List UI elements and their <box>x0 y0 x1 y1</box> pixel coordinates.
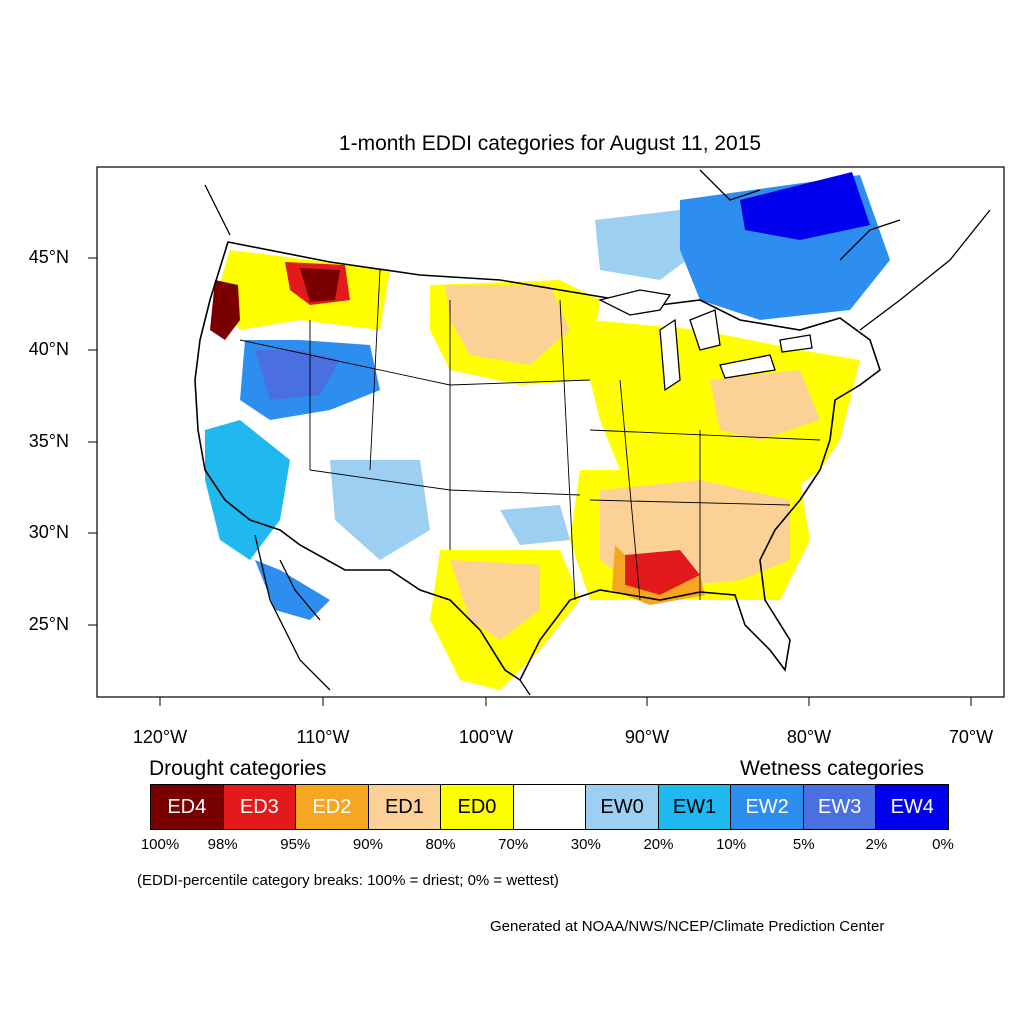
region-ed2-gulf <box>612 545 705 605</box>
legend-box-ed2: ED2 <box>296 785 369 829</box>
category-note: (EDDI-percentile category breaks: 100% =… <box>137 872 559 889</box>
state-borders <box>239 269 821 601</box>
percentile-label: 100% <box>140 836 180 853</box>
percentile-label: 0% <box>932 836 954 853</box>
lon-label-90w: 90°W <box>624 727 670 747</box>
region-ed1-northern-plains <box>445 285 570 365</box>
lon-label-110w: 110°W <box>296 727 350 747</box>
category-legend: ED4 ED3 ED2 ED1 ED0 EW0 EW1 EW2 EW3 EW4 <box>150 784 949 830</box>
percentile-label: 5% <box>792 836 815 853</box>
lat-label-25: 25°N <box>28 614 69 634</box>
map-frame <box>96 166 1005 698</box>
lon-label-120w: 120°W <box>132 727 188 747</box>
drought-heading: Drought categories <box>149 757 327 780</box>
region-ew0-ontario <box>595 210 700 280</box>
axis-ticks <box>88 257 972 706</box>
wetness-heading: Wetness categories <box>740 757 925 780</box>
lat-label-40: 40°N <box>28 339 69 359</box>
mexico-coast <box>254 534 531 696</box>
region-ew-baja <box>255 560 330 620</box>
percentile-label: 90% <box>352 836 383 853</box>
lat-label-35: 35°N <box>28 431 69 451</box>
percentile-label: 98% <box>207 836 238 853</box>
percentile-label: 30% <box>570 836 601 853</box>
lon-label-80w: 80°W <box>786 727 832 747</box>
percentile-label: 2% <box>865 836 888 853</box>
legend-box-ed4: ED4 <box>151 785 224 829</box>
map-title: 1-month EDDI categories for August 11, 2… <box>338 132 762 155</box>
percentile-label: 80% <box>425 836 456 853</box>
lat-label-45: 45°N <box>28 247 69 267</box>
lat-label-30: 30°N <box>28 522 69 542</box>
region-ew3-nevada <box>255 350 340 400</box>
canada-coast <box>204 169 991 331</box>
legend-box-ew3: EW3 <box>803 785 877 829</box>
percentile-label: 10% <box>716 836 747 853</box>
region-ew-california <box>205 420 290 560</box>
legend-box-ed0: ED0 <box>441 785 514 829</box>
region-ed1-texas <box>450 560 540 640</box>
region-ew0-southwest <box>330 460 430 560</box>
percentile-label: 20% <box>643 836 674 853</box>
region-ed4-idaho <box>300 268 340 302</box>
great-lakes <box>598 289 813 392</box>
legend-box-ew2: EW2 <box>731 785 804 829</box>
legend-box-ed3: ED3 <box>223 785 297 829</box>
region-ed1-ohio <box>710 370 820 440</box>
credit-line: Generated at NOAA/NWS/NCEP/Climate Predi… <box>490 918 885 935</box>
category-regions <box>205 172 890 690</box>
legend-box-ew1: EW1 <box>658 785 732 829</box>
lon-label-70w: 70°W <box>948 727 994 747</box>
legend-box-ew0: EW0 <box>586 785 659 829</box>
percentile-label: 95% <box>280 836 311 853</box>
region-ed3-gulf <box>625 550 700 595</box>
conus-outline <box>194 241 881 682</box>
region-ed4-oregon-coast <box>210 280 240 340</box>
legend-box-ew4: EW4 <box>876 785 949 829</box>
region-ew4-quebec <box>740 172 870 240</box>
legend-box-neutral <box>513 785 587 829</box>
lon-label-100w: 100°W <box>458 727 514 747</box>
legend-box-ed1: ED1 <box>368 785 442 829</box>
percentile-label: 70% <box>498 836 529 853</box>
region-ew0-oklahoma <box>500 505 570 545</box>
